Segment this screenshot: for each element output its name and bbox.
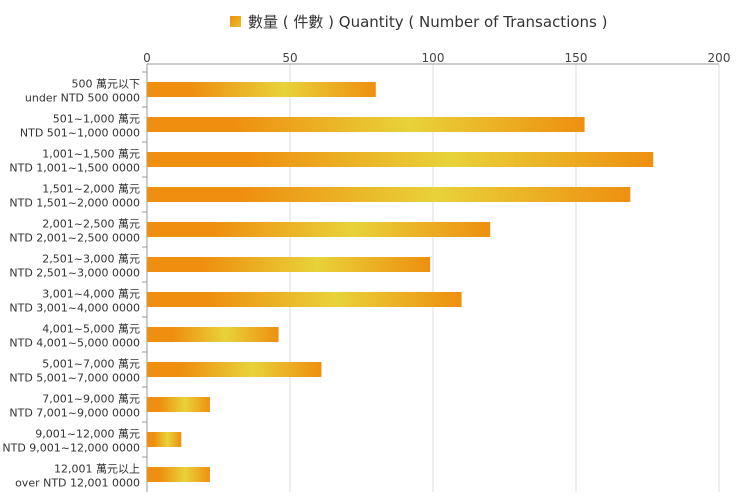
bar bbox=[147, 432, 182, 447]
category-label-zh: 1,501~2,000 萬元 bbox=[42, 183, 140, 196]
category-label-en: NTD 501~1,000 0000 bbox=[20, 127, 140, 140]
category-label-en: under NTD 500 0000 bbox=[25, 92, 140, 105]
category-label-en: NTD 1,501~2,000 0000 bbox=[9, 197, 140, 210]
category-label-zh: 3,001~4,000 萬元 bbox=[42, 288, 140, 301]
category-label-en: NTD 5,001~7,000 0000 bbox=[9, 372, 140, 385]
legend-swatch bbox=[230, 16, 241, 27]
category-label-en: NTD 3,001~4,000 0000 bbox=[9, 302, 140, 315]
category-label-zh: 2,001~2,500 萬元 bbox=[42, 218, 140, 231]
category-label-en: NTD 1,001~1,500 0000 bbox=[9, 162, 140, 175]
category-label-zh: 2,501~3,000 萬元 bbox=[42, 253, 140, 266]
bar bbox=[147, 257, 431, 272]
category-label-en: NTD 2,001~2,500 0000 bbox=[9, 232, 140, 245]
category-label-zh: 500 萬元以下 bbox=[72, 78, 141, 91]
category-label-en: NTD 7,001~9,000 0000 bbox=[9, 407, 140, 420]
category-label-en: NTD 2,501~3,000 0000 bbox=[9, 267, 140, 280]
bar bbox=[147, 467, 210, 482]
bar bbox=[147, 152, 654, 167]
category-label-zh: 5,001~7,000 萬元 bbox=[42, 358, 140, 371]
category-label-zh: 4,001~5,000 萬元 bbox=[42, 323, 140, 336]
bars bbox=[147, 82, 654, 482]
category-label-en: NTD 9,001~12,000 0000 bbox=[2, 442, 140, 455]
x-tick-label: 150 bbox=[565, 51, 588, 65]
bar bbox=[147, 187, 631, 202]
x-tick-label: 50 bbox=[282, 51, 297, 65]
category-label-zh: 12,001 萬元以上 bbox=[54, 463, 140, 476]
category-label-en: NTD 4,001~5,000 0000 bbox=[9, 337, 140, 350]
grid bbox=[142, 63, 720, 492]
bar bbox=[147, 117, 585, 132]
category-label-en: over NTD 12,001 0000 bbox=[15, 477, 140, 490]
category-label-zh: 7,001~9,000 萬元 bbox=[42, 393, 140, 406]
legend-label: 數量 ( 件數 ) Quantity ( Number of Transacti… bbox=[248, 13, 607, 31]
bar bbox=[147, 82, 376, 97]
x-tick-labels: 0 50 100 150 200 bbox=[143, 51, 730, 65]
category-label-zh: 9,001~12,000 萬元 bbox=[35, 428, 140, 441]
bar bbox=[147, 362, 322, 377]
bar bbox=[147, 397, 210, 412]
category-label-zh: 1,001~1,500 萬元 bbox=[42, 148, 140, 161]
bar bbox=[147, 327, 279, 342]
x-tick-label: 200 bbox=[708, 51, 731, 65]
category-label-zh: 501~1,000 萬元 bbox=[53, 113, 140, 126]
bar bbox=[147, 292, 462, 307]
bar bbox=[147, 222, 491, 237]
x-tick-label: 100 bbox=[422, 51, 445, 65]
x-tick-label: 0 bbox=[143, 51, 151, 65]
legend: 數量 ( 件數 ) Quantity ( Number of Transacti… bbox=[230, 13, 607, 31]
